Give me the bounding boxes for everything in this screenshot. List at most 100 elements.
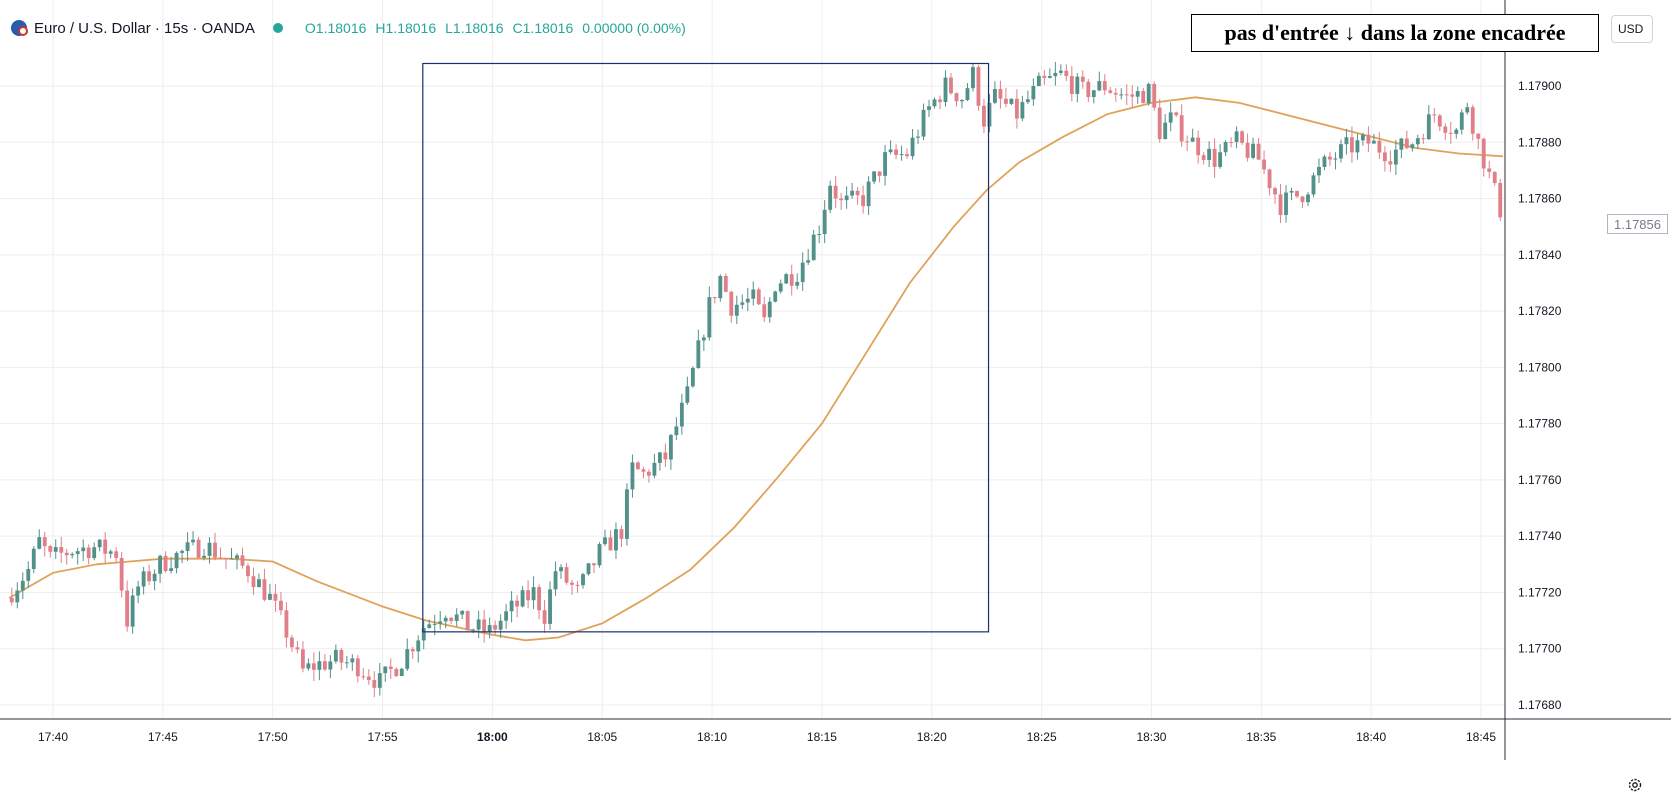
candle-body [641, 469, 646, 472]
candle-body [317, 661, 322, 670]
x-tick-label: 18:30 [1136, 730, 1166, 744]
candle-body [828, 185, 833, 210]
candle-body [592, 563, 596, 566]
candle-body [394, 668, 399, 677]
candle-body [53, 547, 58, 552]
ohlc-values: O1.18016 H1.18016 L1.18016 C1.18016 0.00… [305, 20, 686, 36]
candle-body [273, 593, 278, 601]
annotation-text: pas d'entrée ↓ dans la zone encadrée [1224, 20, 1566, 45]
x-tick-label: 18:25 [1027, 730, 1057, 744]
candle-body [542, 610, 547, 624]
candle-body [48, 546, 53, 552]
candle-body [207, 542, 212, 556]
candle-body [1306, 194, 1310, 203]
candle-body [1080, 76, 1085, 82]
candle-body [767, 301, 772, 318]
x-tick-label: 17:40 [38, 730, 68, 744]
candle-body [734, 304, 739, 316]
high-value: H1.18016 [375, 20, 437, 36]
candle-body [1190, 137, 1195, 142]
candle-body [1058, 70, 1063, 73]
candle-body [311, 663, 316, 670]
candles [9, 61, 1503, 698]
candle-body [822, 209, 827, 235]
candle-body [938, 99, 942, 103]
candle-body [570, 582, 574, 585]
candle-body [811, 234, 816, 261]
no-entry-zone-box[interactable] [422, 62, 990, 633]
candle-body [663, 452, 668, 460]
candle-body [1273, 188, 1277, 195]
candle-body [1086, 81, 1091, 98]
candle-body [410, 649, 415, 652]
candle-body [1179, 115, 1184, 142]
candle-body [81, 547, 86, 552]
y-tick-label: 1.17720 [1518, 585, 1562, 599]
candle-body [59, 547, 64, 553]
candle-body [15, 590, 20, 603]
candle-body [982, 105, 986, 127]
candle-body [795, 281, 800, 286]
candle-body [707, 297, 712, 338]
candle-body [372, 679, 377, 688]
candle-body [1042, 75, 1047, 78]
candle-body [449, 617, 454, 621]
ma-line [8, 96, 1504, 642]
candle-body [1124, 94, 1129, 96]
candle-body [888, 149, 893, 153]
candle-body [268, 593, 272, 600]
candle-body [125, 590, 130, 627]
candle-body [427, 624, 432, 628]
candle-body [1410, 144, 1415, 149]
candle-body [712, 297, 717, 299]
candle-body [9, 598, 14, 603]
candle-body [1091, 90, 1096, 98]
candle-body [1097, 81, 1102, 91]
candle-body [855, 190, 860, 196]
candle-body [954, 93, 959, 102]
candle-body [75, 551, 80, 555]
candle-body [1020, 102, 1025, 119]
candle-body [1437, 115, 1442, 127]
y-tick-label: 1.17760 [1518, 473, 1562, 487]
candle-body [482, 619, 487, 632]
settings-icon[interactable] [1624, 774, 1646, 796]
candle-body [564, 567, 569, 583]
x-tick-label: 17:50 [258, 730, 288, 744]
candle-body [103, 539, 108, 554]
candle-body [1404, 138, 1409, 149]
candle-body [932, 99, 937, 107]
candle-body [866, 181, 871, 207]
symbol-title[interactable]: Euro / U.S. Dollar · 15s · OANDA [34, 19, 255, 37]
candle-body [443, 617, 448, 622]
candle-body [251, 576, 256, 588]
candle-body [1163, 122, 1168, 140]
candle-body [784, 274, 789, 284]
candle-body [636, 462, 640, 470]
candle-body [751, 289, 756, 299]
candle-body [1119, 94, 1124, 96]
candle-body [289, 637, 294, 648]
annotation-text-box[interactable]: pas d'entrée ↓ dans la zone encadrée [1191, 14, 1599, 52]
candle-body [471, 629, 476, 631]
candle-body [1350, 137, 1354, 153]
candle-body [1146, 83, 1151, 104]
currency-button[interactable]: USD [1611, 15, 1653, 43]
candle-body [229, 558, 234, 560]
candle-body [70, 554, 75, 556]
candle-body [350, 658, 355, 663]
candle-body [619, 529, 624, 539]
candle-body [1102, 81, 1107, 91]
candle-body [515, 600, 520, 607]
candle-body [668, 435, 673, 460]
candle-body [1432, 114, 1437, 116]
candle-body [1141, 91, 1146, 104]
candle-body [1382, 152, 1387, 162]
candle-body [993, 88, 997, 103]
candle-body [696, 340, 701, 369]
candle-body [119, 557, 124, 591]
candle-body [910, 137, 915, 157]
x-tick-label: 18:00 [477, 730, 508, 744]
candle-body [833, 185, 838, 199]
